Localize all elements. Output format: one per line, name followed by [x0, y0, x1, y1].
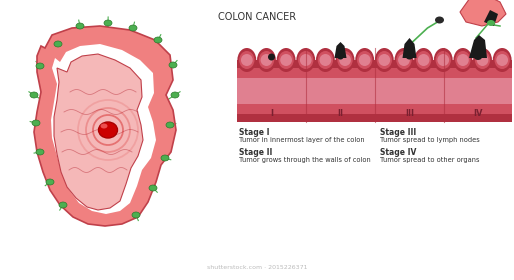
Ellipse shape	[161, 155, 169, 161]
Ellipse shape	[46, 179, 54, 185]
Ellipse shape	[318, 51, 333, 69]
Ellipse shape	[497, 54, 508, 66]
Ellipse shape	[416, 51, 431, 69]
Ellipse shape	[357, 51, 372, 69]
Text: II: II	[338, 109, 343, 118]
Polygon shape	[335, 42, 346, 58]
Ellipse shape	[375, 48, 394, 72]
Ellipse shape	[259, 51, 274, 69]
Ellipse shape	[494, 51, 510, 69]
Ellipse shape	[455, 51, 470, 69]
Ellipse shape	[104, 20, 112, 26]
Ellipse shape	[300, 54, 311, 66]
Ellipse shape	[398, 54, 410, 66]
Text: COLON CANCER: COLON CANCER	[218, 12, 296, 22]
Ellipse shape	[418, 54, 430, 66]
Ellipse shape	[241, 54, 253, 66]
Ellipse shape	[297, 48, 315, 72]
Text: Tumor in innermost layer of the colon: Tumor in innermost layer of the colon	[239, 137, 364, 143]
Ellipse shape	[475, 51, 490, 69]
Text: shutterstock.com · 2015226371: shutterstock.com · 2015226371	[207, 265, 307, 270]
Ellipse shape	[280, 54, 292, 66]
Ellipse shape	[493, 48, 511, 72]
Ellipse shape	[169, 62, 177, 68]
Ellipse shape	[239, 51, 254, 69]
Text: III: III	[405, 109, 414, 118]
Text: Stage IV: Stage IV	[380, 148, 416, 157]
Polygon shape	[51, 44, 156, 214]
FancyBboxPatch shape	[237, 60, 512, 122]
Polygon shape	[469, 35, 487, 58]
Ellipse shape	[377, 51, 392, 69]
Ellipse shape	[434, 48, 453, 72]
Text: Stage II: Stage II	[239, 148, 272, 157]
Polygon shape	[402, 38, 416, 58]
Text: Stage III: Stage III	[380, 128, 416, 137]
Ellipse shape	[59, 202, 67, 208]
Polygon shape	[484, 10, 498, 26]
Ellipse shape	[336, 48, 355, 72]
Polygon shape	[34, 26, 176, 226]
Ellipse shape	[435, 17, 444, 24]
Ellipse shape	[355, 48, 374, 72]
Ellipse shape	[474, 54, 482, 60]
Ellipse shape	[36, 63, 44, 69]
Text: IV: IV	[473, 109, 483, 118]
Ellipse shape	[149, 185, 157, 191]
Text: Tumor spread to other organs: Tumor spread to other organs	[380, 157, 480, 163]
Text: I: I	[270, 109, 273, 118]
Ellipse shape	[54, 41, 62, 47]
Polygon shape	[460, 0, 506, 26]
Ellipse shape	[395, 48, 413, 72]
Text: Tumor spread to lymph nodes: Tumor spread to lymph nodes	[380, 137, 480, 143]
Ellipse shape	[337, 51, 353, 69]
Ellipse shape	[396, 51, 412, 69]
Polygon shape	[54, 54, 143, 210]
Ellipse shape	[101, 123, 107, 129]
Ellipse shape	[36, 149, 44, 155]
Ellipse shape	[437, 54, 449, 66]
FancyBboxPatch shape	[237, 78, 512, 104]
Ellipse shape	[166, 122, 174, 128]
Ellipse shape	[298, 51, 314, 69]
Ellipse shape	[453, 48, 472, 72]
Ellipse shape	[457, 54, 469, 66]
Text: Tumor grows through the walls of colon: Tumor grows through the walls of colon	[239, 157, 371, 163]
Ellipse shape	[316, 48, 335, 72]
Ellipse shape	[279, 51, 294, 69]
Ellipse shape	[257, 48, 276, 72]
Text: Stage I: Stage I	[239, 128, 269, 137]
Ellipse shape	[487, 20, 495, 26]
Ellipse shape	[339, 54, 351, 66]
FancyBboxPatch shape	[237, 68, 512, 114]
Ellipse shape	[338, 55, 343, 60]
Ellipse shape	[268, 53, 275, 60]
Ellipse shape	[359, 54, 371, 66]
Ellipse shape	[261, 54, 272, 66]
Ellipse shape	[76, 23, 84, 29]
Ellipse shape	[414, 48, 433, 72]
Ellipse shape	[406, 55, 413, 60]
Ellipse shape	[473, 48, 492, 72]
Ellipse shape	[154, 37, 162, 43]
Ellipse shape	[99, 122, 118, 138]
Ellipse shape	[378, 54, 390, 66]
Ellipse shape	[171, 92, 179, 98]
Ellipse shape	[320, 54, 332, 66]
Ellipse shape	[30, 92, 38, 98]
Ellipse shape	[435, 51, 451, 69]
Ellipse shape	[32, 120, 40, 126]
Ellipse shape	[476, 54, 488, 66]
Ellipse shape	[129, 25, 137, 31]
Ellipse shape	[132, 212, 140, 218]
Ellipse shape	[237, 48, 256, 72]
Ellipse shape	[277, 48, 296, 72]
